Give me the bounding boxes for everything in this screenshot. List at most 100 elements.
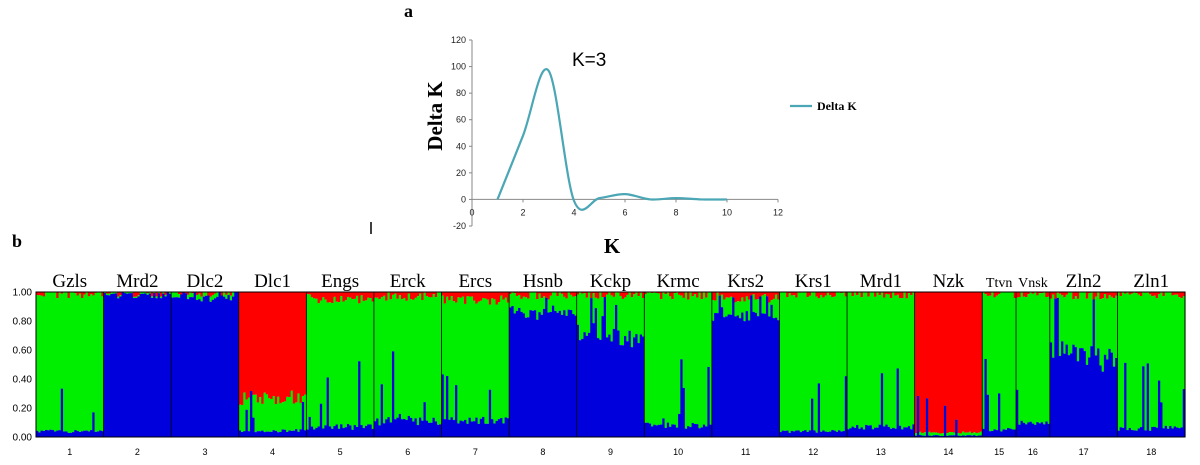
individual-blue-segment bbox=[346, 423, 350, 437]
individual-green-segment bbox=[1097, 292, 1100, 349]
individual-blue-segment bbox=[441, 374, 445, 437]
individual-green-segment bbox=[644, 294, 648, 423]
individual-blue-segment bbox=[232, 296, 235, 437]
individual-blue-segment bbox=[542, 309, 546, 437]
individual-blue-segment bbox=[1135, 430, 1139, 437]
individual-blue-segment bbox=[738, 318, 742, 437]
individual-red-segment bbox=[948, 292, 952, 433]
individual-blue-segment bbox=[601, 316, 605, 437]
individual-blue-segment bbox=[328, 426, 332, 437]
individual-blue-segment bbox=[200, 301, 204, 437]
individual-green-segment bbox=[186, 294, 190, 300]
individual-blue-segment bbox=[74, 430, 78, 437]
individual-green-segment bbox=[808, 295, 812, 431]
individual-green-segment bbox=[58, 292, 62, 431]
individual-green-segment bbox=[159, 296, 163, 299]
individual-green-segment bbox=[653, 292, 657, 425]
individual-red-segment bbox=[455, 292, 458, 303]
individual-green-segment bbox=[716, 292, 720, 314]
individual-blue-segment bbox=[331, 428, 334, 437]
individual-blue-segment bbox=[1079, 348, 1082, 437]
individual-blue-segment bbox=[400, 419, 404, 437]
individual-red-segment bbox=[745, 292, 749, 297]
individual-blue-segment bbox=[1031, 423, 1035, 437]
individual-green-segment bbox=[1157, 294, 1161, 381]
individual-blue-segment bbox=[745, 311, 749, 437]
individual-green-segment bbox=[847, 292, 850, 430]
individual-green-segment bbox=[222, 292, 226, 297]
individual-red-segment bbox=[506, 292, 510, 303]
individual-red-segment bbox=[470, 292, 474, 297]
individual-red-segment bbox=[263, 292, 267, 393]
individual-red-segment bbox=[678, 292, 681, 295]
individual-red-segment bbox=[340, 292, 343, 297]
individual-green-segment bbox=[394, 293, 398, 420]
individual-red-segment bbox=[669, 292, 672, 297]
individual-green-segment bbox=[148, 292, 152, 294]
individual-green-segment bbox=[705, 297, 708, 427]
individual-green-segment bbox=[342, 301, 346, 429]
individual-blue-segment bbox=[1175, 427, 1179, 437]
individual-blue-segment bbox=[301, 401, 305, 437]
individual-red-segment bbox=[373, 292, 377, 298]
individual-blue-segment bbox=[849, 428, 853, 437]
individual-blue-segment bbox=[322, 428, 325, 437]
individual-blue-segment bbox=[130, 293, 134, 437]
individual-blue-segment bbox=[204, 295, 208, 437]
individual-green-segment bbox=[518, 294, 521, 308]
individual-red-segment bbox=[419, 292, 422, 294]
individual-green-segment bbox=[619, 295, 623, 346]
individual-red-segment bbox=[905, 292, 909, 299]
individual-green-segment bbox=[452, 301, 456, 421]
individual-green-segment bbox=[736, 301, 740, 316]
individual-green-segment bbox=[1119, 296, 1123, 428]
individual-red-segment bbox=[1049, 292, 1053, 299]
individual-green-segment bbox=[878, 295, 882, 425]
individual-green-segment bbox=[337, 302, 341, 429]
individual-blue-segment bbox=[655, 425, 659, 437]
individual-green-segment bbox=[727, 297, 731, 315]
individual-blue-segment bbox=[759, 296, 763, 437]
individual-green-segment bbox=[615, 292, 618, 305]
population-number: 3 bbox=[202, 447, 207, 457]
individual-blue-segment bbox=[495, 420, 499, 437]
individual-green-segment bbox=[743, 301, 747, 322]
individual-blue-segment bbox=[159, 298, 163, 437]
individual-blue-segment bbox=[725, 316, 729, 437]
population-number: 5 bbox=[338, 447, 343, 457]
individual-red-segment bbox=[1137, 292, 1141, 295]
population-label: Kckp bbox=[590, 271, 631, 292]
individual-green-segment bbox=[527, 298, 530, 318]
individual-red-segment bbox=[957, 292, 961, 433]
individual-green-segment bbox=[838, 292, 841, 431]
individual-green-segment bbox=[150, 296, 154, 298]
individual-red-segment bbox=[889, 292, 893, 299]
individual-blue-segment bbox=[856, 425, 859, 437]
individual-blue-segment bbox=[378, 425, 382, 437]
individual-red-segment bbox=[1180, 292, 1184, 299]
individual-red-segment bbox=[765, 292, 769, 297]
individual-red-segment bbox=[998, 292, 1001, 294]
individual-blue-segment bbox=[45, 429, 48, 437]
individual-green-segment bbox=[268, 398, 271, 432]
individual-blue-segment bbox=[313, 429, 316, 437]
individual-blue-segment bbox=[581, 338, 585, 437]
individual-blue-segment bbox=[1045, 421, 1049, 437]
individual-blue-segment bbox=[633, 337, 636, 437]
individual-green-segment bbox=[513, 293, 517, 314]
individual-red-segment bbox=[747, 292, 751, 300]
individual-blue-segment bbox=[1148, 430, 1152, 437]
individual-green-segment bbox=[1007, 292, 1010, 428]
individual-green-segment bbox=[824, 295, 828, 432]
individual-blue-segment bbox=[887, 426, 891, 437]
individual-red-segment bbox=[1175, 292, 1179, 295]
individual-green-segment bbox=[723, 299, 726, 318]
structure-bars bbox=[36, 292, 1186, 437]
individual-blue-segment bbox=[594, 308, 598, 437]
individual-red-segment bbox=[353, 292, 357, 299]
individual-blue-segment bbox=[272, 430, 276, 437]
individual-red-segment bbox=[308, 292, 312, 295]
individual-blue-segment bbox=[610, 341, 614, 437]
individual-blue-segment bbox=[1119, 427, 1123, 437]
population-bar-group bbox=[373, 292, 443, 437]
